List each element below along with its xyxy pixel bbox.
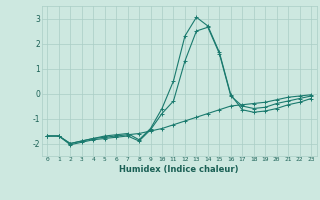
X-axis label: Humidex (Indice chaleur): Humidex (Indice chaleur) [119, 165, 239, 174]
